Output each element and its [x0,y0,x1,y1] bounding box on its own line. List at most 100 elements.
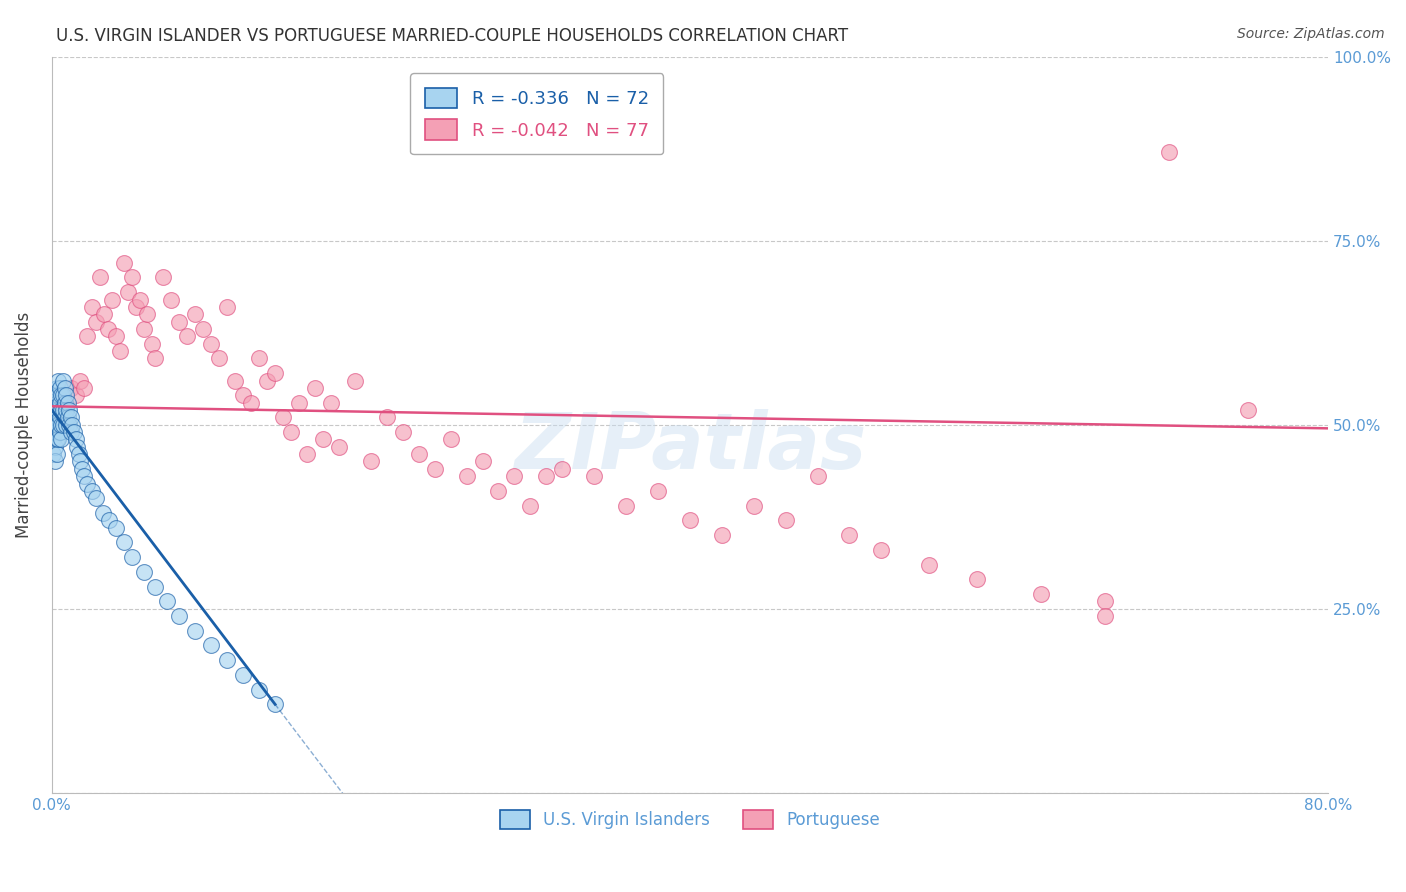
Point [710,528,733,542]
Point [70,462,93,476]
Point [69,374,91,388]
Point [141,336,163,351]
Point [519,499,541,513]
Point [53,381,76,395]
Point [240,395,263,409]
Point [62,417,84,432]
Point [1094,594,1116,608]
Point [59,425,82,439]
Point [742,499,765,513]
Legend: U.S. Virgin Islanders, Portuguese: U.S. Virgin Islanders, Portuguese [494,804,887,836]
Point [65,433,87,447]
Point [63,425,86,439]
Point [51,417,73,432]
Point [59,410,82,425]
Point [52,403,75,417]
Point [55,403,77,417]
Point [128,293,150,307]
Point [200,336,222,351]
Point [67,447,90,461]
Point [55,388,77,402]
Y-axis label: Married-couple Households: Married-couple Households [15,311,32,538]
Point [838,528,860,542]
Point [647,483,669,498]
Point [264,698,287,712]
Point [193,322,215,336]
Point [408,447,430,461]
Point [45,395,67,409]
Point [42,425,65,439]
Point [42,433,65,447]
Point [551,462,574,476]
Point [264,366,287,380]
Point [76,329,98,343]
Point [44,425,66,439]
Point [51,433,73,447]
Point [145,351,167,366]
Point [51,388,73,402]
Point [44,454,66,468]
Point [45,410,67,425]
Point [583,469,606,483]
Point [65,388,87,402]
Point [536,469,558,483]
Point [59,381,82,395]
Point [48,381,70,395]
Point [280,425,302,439]
Point [200,639,222,653]
Point [121,270,143,285]
Point [76,476,98,491]
Point [42,417,65,432]
Text: ZIPatlas: ZIPatlas [513,409,866,484]
Point [456,469,478,483]
Point [679,513,702,527]
Point [66,440,89,454]
Point [806,469,828,483]
Point [870,542,893,557]
Point [360,454,382,468]
Point [775,513,797,527]
Point [918,558,941,572]
Point [1029,587,1052,601]
Point [184,624,207,638]
Point [46,374,69,388]
Point [46,403,69,417]
Point [295,447,318,461]
Point [208,351,231,366]
Point [117,285,139,300]
Point [42,447,65,461]
Point [232,668,254,682]
Point [93,307,115,321]
Point [136,307,159,321]
Point [176,329,198,343]
Point [44,403,66,417]
Point [53,410,76,425]
Point [56,410,79,425]
Point [58,417,80,432]
Point [58,403,80,417]
Point [217,653,239,667]
Point [391,425,413,439]
Point [44,417,66,432]
Point [51,403,73,417]
Point [73,381,96,395]
Point [73,469,96,483]
Point [256,374,278,388]
Point [121,550,143,565]
Point [271,410,294,425]
Point [375,410,398,425]
Point [46,433,69,447]
Point [86,315,108,329]
Point [423,462,446,476]
Point [48,425,70,439]
Point [52,417,75,432]
Point [232,388,254,402]
Point [45,417,67,432]
Point [112,256,135,270]
Point [224,374,246,388]
Text: U.S. VIRGIN ISLANDER VS PORTUGUESE MARRIED-COUPLE HOUSEHOLDS CORRELATION CHART: U.S. VIRGIN ISLANDER VS PORTUGUESE MARRI… [56,27,848,45]
Point [45,433,67,447]
Point [134,565,156,579]
Point [112,535,135,549]
Point [104,521,127,535]
